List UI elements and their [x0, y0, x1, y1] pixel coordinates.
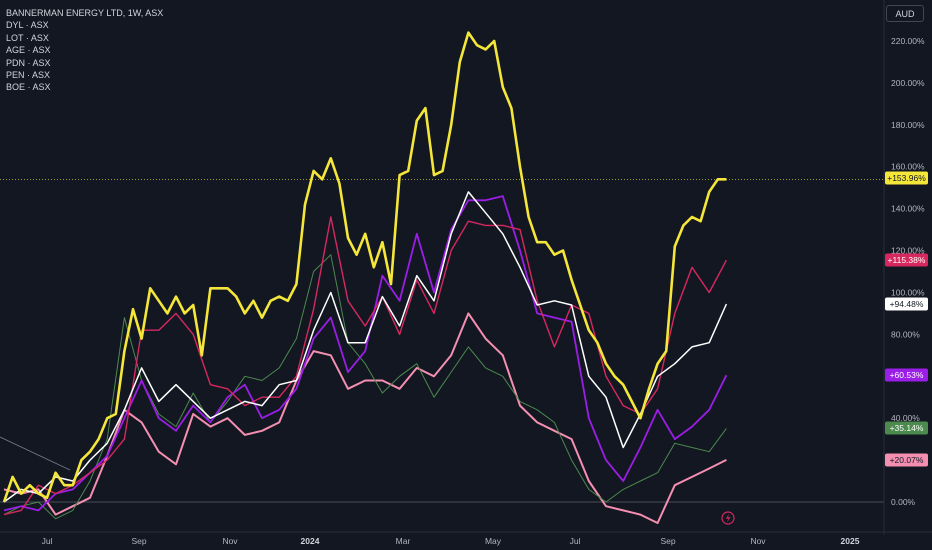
series-line-purple: [3, 195, 728, 512]
x-tick-label: Sep: [131, 536, 146, 546]
y-tick-label: 200.00%: [891, 78, 925, 88]
series-line-white: [3, 191, 728, 503]
chart-legend: BANNERMAN ENERGY LTD, 1W, ASX DYL · ASX …: [6, 7, 163, 94]
y-tick-label: 0.00%: [891, 497, 916, 507]
legend-symbol-boe: BOE · ASX: [6, 82, 51, 93]
legend-symbol-lot: LOT · ASX: [6, 32, 49, 43]
x-tick-label: Jul: [42, 536, 53, 546]
x-tick-label: Nov: [750, 536, 766, 546]
legend-symbol-pen: PEN · ASX: [6, 70, 51, 81]
series-line-green: [3, 254, 727, 520]
y-tick-label: 140.00%: [891, 204, 925, 214]
event-marker-icon: [721, 511, 735, 525]
last-value-label: +60.53%: [890, 370, 924, 380]
last-value-label: +20.07%: [890, 455, 924, 465]
y-tick-label: 120.00%: [891, 246, 925, 256]
legend-symbol-dyl: DYL · ASX: [6, 20, 49, 31]
legend-symbol-age: AGE · ASX: [6, 45, 51, 56]
x-tick-label: 2024: [301, 536, 320, 546]
last-value-badge: [885, 253, 928, 267]
y-tick-label: 180.00%: [891, 120, 925, 130]
last-value-label: +94.48%: [890, 299, 924, 309]
last-value-badge: [885, 368, 928, 382]
y-tick-label: 160.00%: [891, 162, 925, 172]
last-value-badge: [885, 171, 928, 185]
last-value-badge: [885, 297, 928, 311]
x-tick-label: Nov: [222, 536, 238, 546]
x-tick-label: Mar: [396, 536, 411, 546]
legend-symbol-pdn: PDN · ASX: [6, 57, 51, 68]
legend-main-symbol: BANNERMAN ENERGY LTD, 1W, ASX: [6, 8, 164, 18]
y-tick-label: 40.00%: [891, 413, 920, 423]
y-tick-label: 80.00%: [891, 329, 920, 339]
last-value-badge: [885, 453, 928, 467]
last-value-label: +115.38%: [888, 255, 926, 265]
last-value-label: +35.14%: [890, 423, 924, 433]
x-tick-label: Sep: [660, 536, 675, 546]
x-tick-label: May: [485, 536, 502, 546]
last-value-label: +153.96%: [887, 173, 926, 183]
currency-button[interactable]: AUD: [886, 5, 924, 22]
x-tick-label: Jul: [570, 536, 581, 546]
series-line-red: [3, 216, 728, 516]
last-value-badge: [885, 421, 928, 435]
trendline-drawing: [0, 436, 71, 471]
y-tick-label: 220.00%: [891, 36, 925, 46]
series-line-BMN: [2, 31, 727, 503]
y-tick-label: 100.00%: [891, 287, 925, 297]
lightning-icon: [725, 513, 731, 523]
x-tick-label: 2025: [841, 536, 860, 546]
